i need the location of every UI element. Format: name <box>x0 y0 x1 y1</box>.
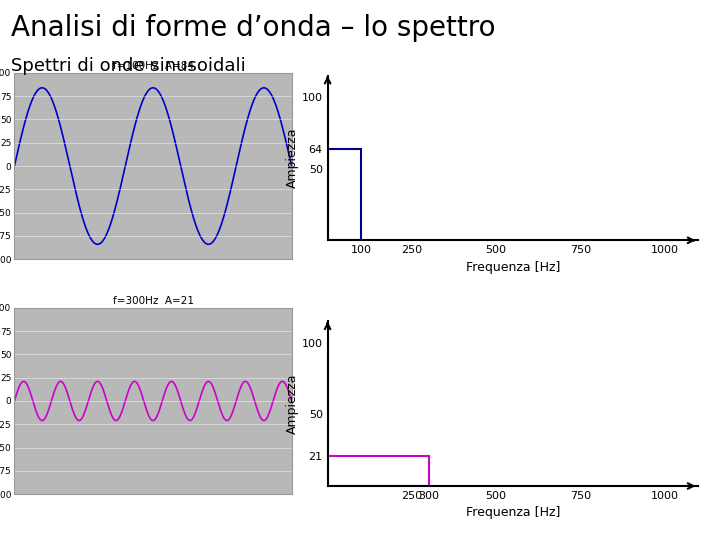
Bar <box>328 456 428 486</box>
Y-axis label: Ampiezza: Ampiezza <box>286 127 299 188</box>
Y-axis label: Ampiezza: Ampiezza <box>286 373 299 434</box>
Title: f=300Hz  A=21: f=300Hz A=21 <box>112 295 194 306</box>
Bar <box>328 148 361 240</box>
X-axis label: Frequenza [Hz]: Frequenza [Hz] <box>466 261 560 274</box>
Text: Spettri di onde sinusoidali: Spettri di onde sinusoidali <box>11 57 246 75</box>
Text: Analisi di forme d’onda – lo spettro: Analisi di forme d’onda – lo spettro <box>11 14 495 42</box>
X-axis label: Frequenza [Hz]: Frequenza [Hz] <box>466 507 560 519</box>
Title: f=100Hz  A=84: f=100Hz A=84 <box>112 60 194 71</box>
